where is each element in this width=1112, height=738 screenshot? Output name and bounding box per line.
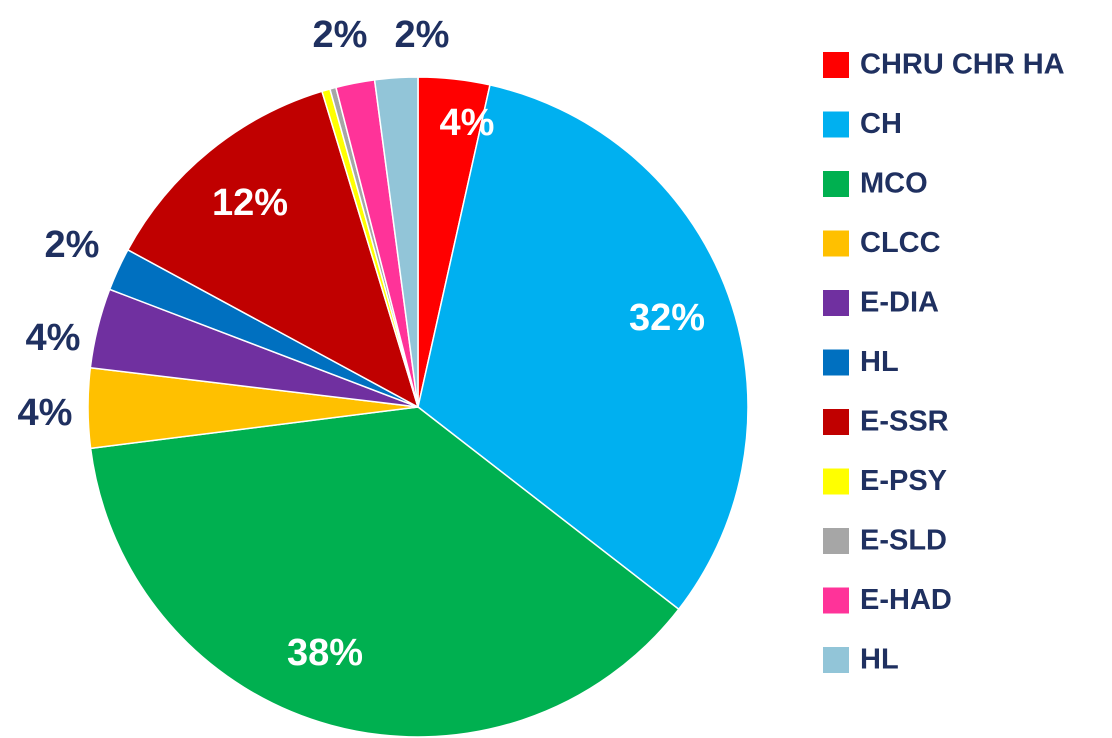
legend-swatch bbox=[823, 52, 849, 78]
legend-label: CLCC bbox=[860, 227, 941, 259]
legend-label: CHRU CHR HA bbox=[860, 49, 1065, 81]
legend-swatch bbox=[823, 468, 849, 495]
legend-label: E-HAD bbox=[860, 584, 952, 616]
legend-label: E-PSY bbox=[860, 465, 947, 497]
data-label: 4% bbox=[26, 317, 81, 359]
legend-swatch bbox=[823, 647, 849, 673]
legend-swatch bbox=[823, 587, 849, 614]
legend-label: HL bbox=[860, 644, 899, 676]
data-label: 32% bbox=[629, 297, 705, 339]
legend-swatch bbox=[823, 528, 849, 554]
data-label: 4% bbox=[440, 102, 495, 144]
legend-label: E-DIA bbox=[860, 287, 939, 319]
pie-slice bbox=[417, 84, 749, 611]
pie-slice bbox=[89, 406, 680, 738]
legend-swatch bbox=[823, 349, 849, 376]
data-label: 12% bbox=[212, 182, 288, 224]
legend-label: E-SLD bbox=[860, 525, 947, 557]
data-label: 2% bbox=[395, 14, 450, 56]
legend-swatch bbox=[823, 171, 849, 197]
legend-label: E-SSR bbox=[860, 406, 949, 438]
legend-swatch bbox=[823, 290, 849, 316]
legend-label: HL bbox=[860, 346, 899, 378]
data-label: 38% bbox=[287, 632, 363, 674]
data-label: 2% bbox=[313, 14, 368, 56]
legend-label: MCO bbox=[860, 168, 928, 200]
legend-swatch bbox=[823, 230, 849, 257]
data-label: 2% bbox=[45, 224, 100, 266]
legend-swatch bbox=[823, 409, 849, 435]
data-label: 4% bbox=[18, 392, 73, 434]
legend-label: CH bbox=[860, 108, 902, 140]
pie-slice bbox=[373, 76, 419, 408]
legend-swatch bbox=[823, 111, 849, 138]
